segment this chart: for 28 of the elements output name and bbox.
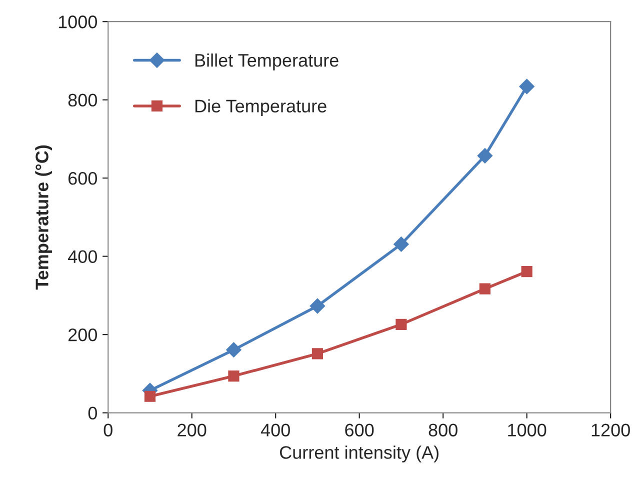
legend-label: Billet Temperature [195, 54, 338, 70]
point [521, 266, 532, 278]
point [226, 342, 242, 358]
point [228, 370, 240, 382]
point [394, 236, 409, 252]
x-tick-label: 0 [104, 424, 112, 436]
point [477, 148, 493, 164]
point [312, 348, 324, 360]
y-axis-title: Temperature (°C) [35, 145, 52, 290]
legend-label: Die Temperature [195, 99, 326, 116]
y-tick-label: 600 [68, 172, 97, 185]
x-tick-label: 1200 [592, 424, 630, 436]
point [519, 78, 534, 94]
y-tick-label: 200 [68, 328, 97, 342]
y-tick-label: 1000 [58, 16, 97, 28]
x-tick-label: 800 [428, 424, 458, 436]
x-tick-label: 200 [178, 424, 206, 436]
point [479, 283, 491, 294]
x-tick-label: 400 [260, 424, 290, 436]
x-axis-title: Current intensity (A) [280, 446, 438, 462]
y-tick-label: 0 [88, 406, 97, 420]
y-tick-label: 400 [68, 250, 97, 264]
point [396, 318, 407, 330]
x-tick-label: 600 [345, 424, 374, 436]
x-tick-label: 1000 [508, 424, 546, 436]
point [144, 390, 156, 402]
y-tick-label: 800 [68, 94, 97, 107]
point [310, 298, 326, 314]
